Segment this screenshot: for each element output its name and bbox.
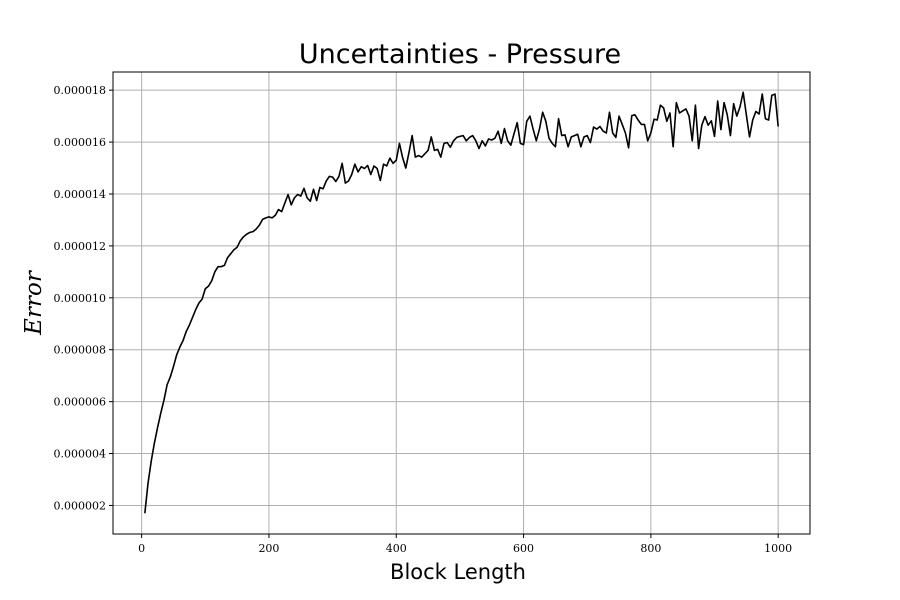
y-tick-label: 0.000014	[54, 188, 107, 201]
y-tick-label: 0.000010	[54, 292, 107, 305]
x-tick-label: 400	[386, 542, 407, 555]
grid	[113, 72, 810, 534]
x-tick-label: 800	[640, 542, 661, 555]
y-axis-label: Error	[21, 269, 47, 336]
x-tick-label: 200	[258, 542, 279, 555]
x-tick-label: 0	[138, 542, 145, 555]
y-tick-label: 0.000016	[54, 136, 107, 149]
y-axis: 0.000002 0.000004 0.000006 0.000008 0.000010…	[54, 84, 113, 512]
x-tick-label: 600	[513, 542, 534, 555]
y-tick-label: 0.000006	[54, 396, 107, 409]
y-tick-label: 0.000002	[54, 499, 107, 512]
series-line	[144, 91, 779, 514]
x-axis-label: Block Length	[390, 560, 526, 584]
x-tick-label: 1000	[764, 542, 792, 555]
y-tick-label: 0.000012	[54, 240, 107, 253]
plot-frame	[112, 71, 811, 535]
x-axis: 0 200 400 600 800 1000	[138, 534, 792, 555]
y-tick-label: 0.000004	[54, 448, 107, 461]
y-tick-label: 0.000018	[54, 84, 107, 97]
chart-title: Uncertainties - Pressure	[299, 39, 621, 70]
y-tick-label: 0.000008	[54, 344, 107, 357]
series-layer	[144, 91, 779, 514]
